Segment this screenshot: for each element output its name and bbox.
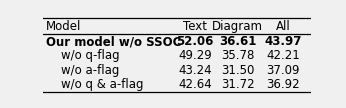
Text: 36.92: 36.92 (266, 78, 300, 91)
Text: 43.24: 43.24 (178, 64, 211, 77)
Text: 35.78: 35.78 (221, 49, 254, 62)
Text: 37.09: 37.09 (266, 64, 300, 77)
Text: w/o q & a-flag: w/o q & a-flag (46, 78, 144, 91)
Text: Model: Model (46, 20, 81, 33)
Text: Diagram: Diagram (212, 20, 263, 33)
Text: 31.72: 31.72 (221, 78, 254, 91)
Text: Our model w/o SSOC: Our model w/o SSOC (46, 35, 181, 48)
Text: 49.29: 49.29 (178, 49, 212, 62)
Text: 36.61: 36.61 (219, 35, 256, 48)
Text: Text: Text (183, 20, 207, 33)
Text: 31.50: 31.50 (221, 64, 254, 77)
Text: All: All (276, 20, 291, 33)
Text: w/o a-flag: w/o a-flag (46, 64, 119, 77)
Text: 52.06: 52.06 (176, 35, 213, 48)
Text: 43.97: 43.97 (265, 35, 302, 48)
Text: w/o q-flag: w/o q-flag (46, 49, 120, 62)
Text: 42.21: 42.21 (266, 49, 300, 62)
Text: 42.64: 42.64 (178, 78, 212, 91)
